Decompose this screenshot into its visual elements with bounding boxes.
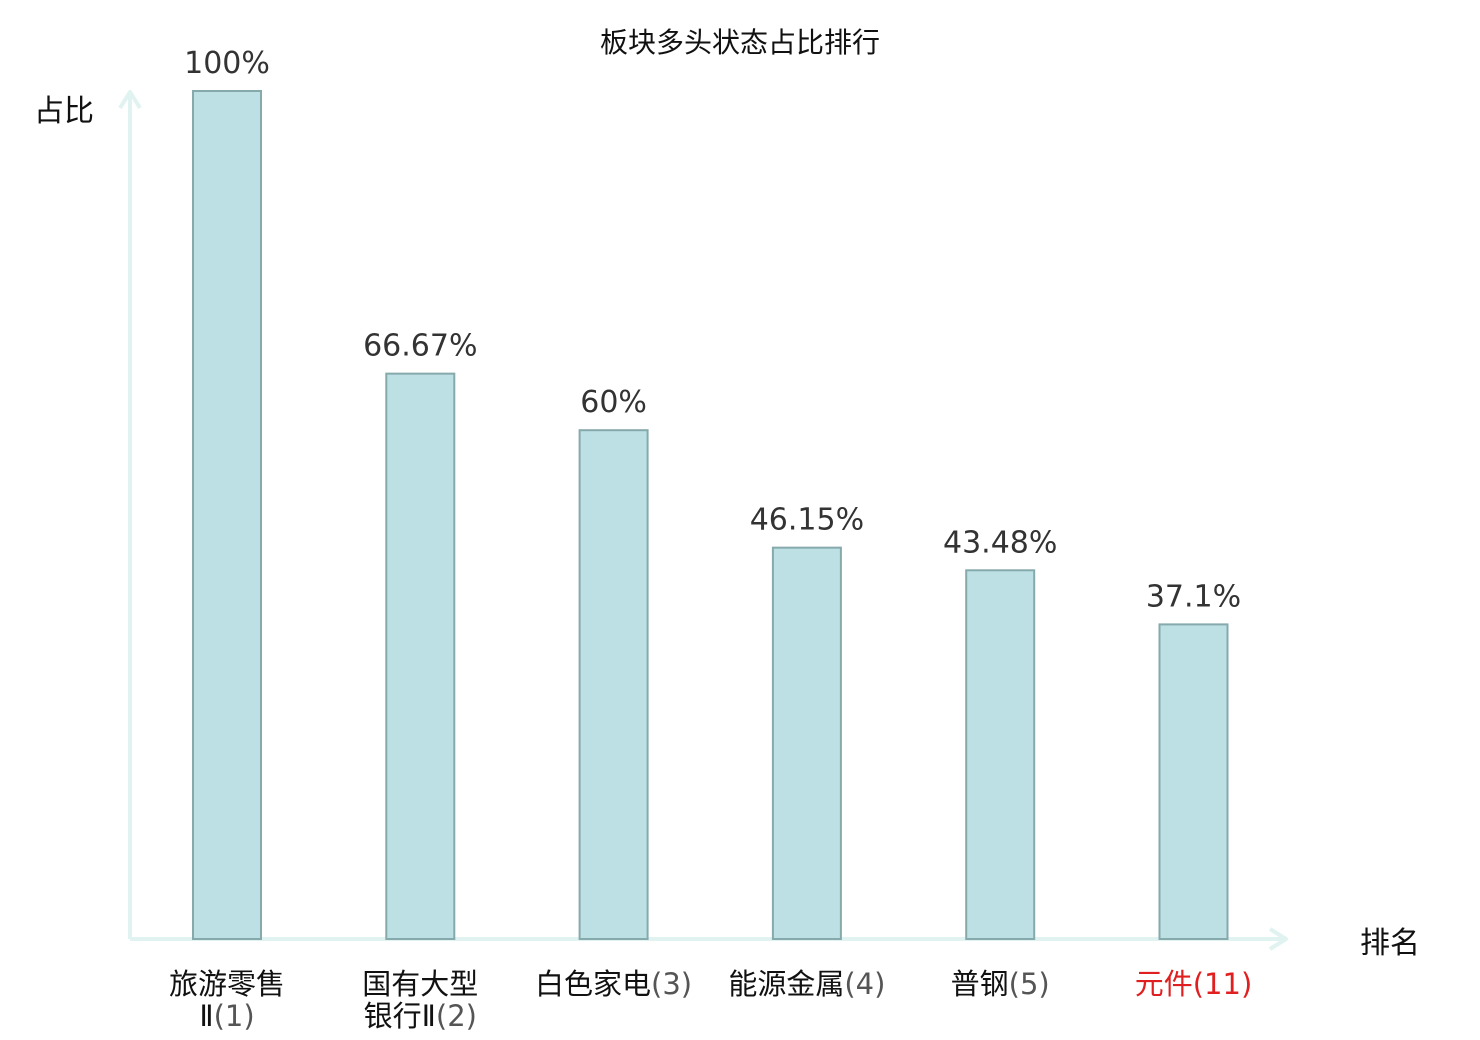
- bar: [578, 429, 649, 940]
- bar-value-label: 60%: [580, 385, 647, 420]
- x-tick-label: 元件(11): [1135, 967, 1253, 1001]
- x-axis-arrow: [1268, 927, 1288, 951]
- bar: [965, 569, 1036, 940]
- bar: [192, 90, 262, 940]
- bar: [1158, 623, 1229, 941]
- x-tick-rank: (2): [436, 999, 477, 1033]
- x-tick-rank: (5): [1009, 967, 1050, 1001]
- bar-value-label: 43.48%: [943, 525, 1057, 560]
- x-tick-label: 旅游零售: [169, 967, 285, 1001]
- x-tick-label: 国有大型: [362, 967, 478, 1001]
- x-tick-label: 普钢(5): [951, 967, 1050, 1001]
- bar-value-label: 46.15%: [750, 503, 864, 538]
- x-tick-label: Ⅱ(1): [199, 999, 254, 1033]
- x-tick-label: 能源金属(4): [728, 967, 885, 1001]
- bar-value-label: 100%: [184, 46, 270, 81]
- x-tick-rank: (1): [214, 999, 255, 1033]
- x-axis-label: 排名: [1360, 926, 1420, 961]
- x-tick-label: 银行Ⅱ(2): [364, 999, 477, 1033]
- bar: [771, 546, 842, 940]
- y-axis-label: 占比: [34, 94, 94, 129]
- chart-title: 板块多头状态占比排行: [600, 26, 880, 59]
- x-tick-label: 白色家电(3): [535, 967, 692, 1001]
- x-tick-rank: (4): [844, 967, 885, 1001]
- y-axis-arrow: [118, 90, 142, 110]
- bar-value-label: 37.1%: [1146, 579, 1241, 614]
- x-tick-rank: (3): [651, 967, 692, 1001]
- bar: [385, 372, 456, 940]
- x-tick-rank: (11): [1193, 967, 1253, 1001]
- bar-value-label: 66.67%: [363, 329, 477, 364]
